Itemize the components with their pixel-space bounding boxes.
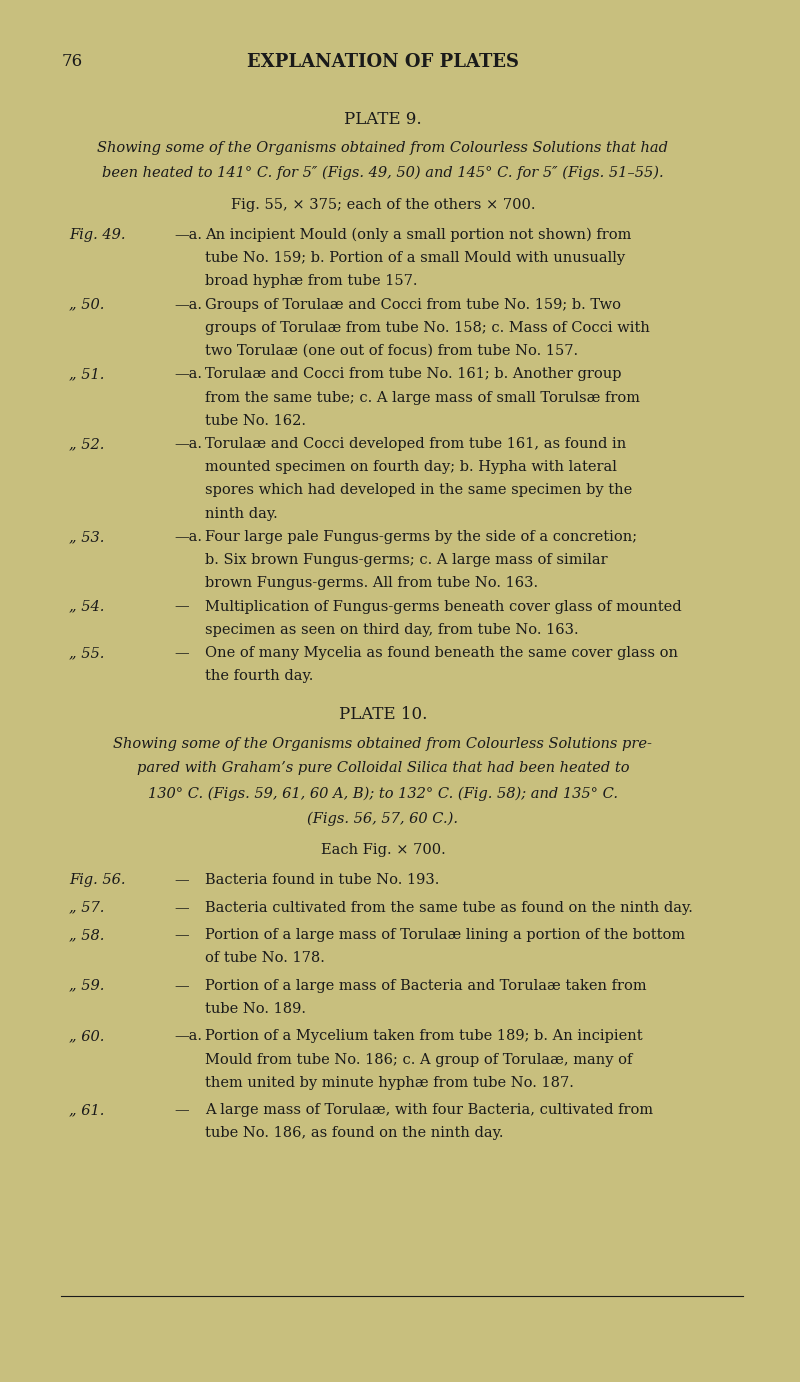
- Text: specimen as seen on third day, from tube No. 163.: specimen as seen on third day, from tube…: [206, 623, 579, 637]
- Text: A large mass of Torulaæ, with four Bacteria, cultivated from: A large mass of Torulaæ, with four Bacte…: [206, 1103, 654, 1117]
- Text: „ 60.: „ 60.: [69, 1030, 104, 1043]
- Text: „ 51.: „ 51.: [69, 368, 104, 381]
- Text: EXPLANATION OF PLATES: EXPLANATION OF PLATES: [247, 53, 519, 70]
- Text: 130° C. (Figs. 59, 61, 60 A, B); to 132° C. (Fig. 58); and 135° C.: 130° C. (Figs. 59, 61, 60 A, B); to 132°…: [148, 786, 618, 800]
- Text: Four large pale Fungus-germs by the side of a concretion;: Four large pale Fungus-germs by the side…: [206, 529, 638, 545]
- Text: from the same tube; c. A large mass of small Torulsæ from: from the same tube; c. A large mass of s…: [206, 391, 640, 405]
- Text: Fig. 56.: Fig. 56.: [69, 873, 126, 887]
- Text: Groups of Torulaæ and Cocci from tube No. 159; b. Two: Groups of Torulaæ and Cocci from tube No…: [206, 297, 622, 312]
- Text: tube No. 159; b. Portion of a small Mould with unusually: tube No. 159; b. Portion of a small Moul…: [206, 252, 626, 265]
- Text: „ 53.: „ 53.: [69, 529, 104, 545]
- Text: —: —: [174, 645, 190, 661]
- Text: groups of Torulaæ from tube No. 158; c. Mass of Cocci with: groups of Torulaæ from tube No. 158; c. …: [206, 321, 650, 334]
- Text: brown Fungus-germs. All from tube No. 163.: brown Fungus-germs. All from tube No. 16…: [206, 576, 538, 590]
- Text: been heated to 141° C. for 5″ (Figs. 49, 50) and 145° C. for 5″ (Figs. 51–55).: been heated to 141° C. for 5″ (Figs. 49,…: [102, 166, 664, 180]
- Text: —: —: [174, 929, 190, 943]
- Text: 76: 76: [62, 53, 82, 69]
- Text: Portion of a Mycelium taken from tube 189; b. An incipient: Portion of a Mycelium taken from tube 18…: [206, 1030, 643, 1043]
- Text: PLATE 9.: PLATE 9.: [344, 111, 422, 127]
- Text: tube No. 186, as found on the ninth day.: tube No. 186, as found on the ninth day.: [206, 1126, 504, 1140]
- Text: pared with Graham’s pure Colloidal Silica that had been heated to: pared with Graham’s pure Colloidal Silic…: [137, 761, 630, 775]
- Text: „ 59.: „ 59.: [69, 978, 104, 992]
- Text: „ 55.: „ 55.: [69, 645, 104, 661]
- Text: „ 54.: „ 54.: [69, 600, 104, 614]
- Text: Portion of a large mass of Torulaæ lining a portion of the bottom: Portion of a large mass of Torulaæ linin…: [206, 929, 686, 943]
- Text: Torulaæ and Cocci from tube No. 161; b. Another group: Torulaæ and Cocci from tube No. 161; b. …: [206, 368, 622, 381]
- Text: (Figs. 56, 57, 60 C.).: (Figs. 56, 57, 60 C.).: [307, 811, 458, 825]
- Text: —: —: [174, 1103, 190, 1117]
- Text: Showing some of the Organisms obtained from Colourless Solutions pre-: Showing some of the Organisms obtained f…: [114, 737, 653, 750]
- Text: Bacteria found in tube No. 193.: Bacteria found in tube No. 193.: [206, 873, 440, 887]
- Text: Fig. 55, × 375; each of the others × 700.: Fig. 55, × 375; each of the others × 700…: [230, 198, 535, 211]
- Text: —: —: [174, 978, 190, 992]
- Text: ninth day.: ninth day.: [206, 507, 278, 521]
- Text: Bacteria cultivated from the same tube as found on the ninth day.: Bacteria cultivated from the same tube a…: [206, 901, 693, 915]
- Text: —a.: —a.: [174, 437, 202, 451]
- Text: An incipient Mould (only a small portion not shown) from: An incipient Mould (only a small portion…: [206, 228, 632, 242]
- Text: —a.: —a.: [174, 297, 202, 312]
- Text: Each Fig. × 700.: Each Fig. × 700.: [321, 843, 446, 857]
- Text: the fourth day.: the fourth day.: [206, 669, 314, 683]
- Text: —: —: [174, 901, 190, 915]
- Text: mounted specimen on fourth day; b. Hypha with lateral: mounted specimen on fourth day; b. Hypha…: [206, 460, 617, 474]
- Text: „ 52.: „ 52.: [69, 437, 104, 451]
- Text: „ 61.: „ 61.: [69, 1103, 104, 1117]
- Text: Portion of a large mass of Bacteria and Torulaæ taken from: Portion of a large mass of Bacteria and …: [206, 978, 647, 992]
- Text: Mould from tube No. 186; c. A group of Torulaæ, many of: Mould from tube No. 186; c. A group of T…: [206, 1053, 633, 1067]
- Text: „ 57.: „ 57.: [69, 901, 104, 915]
- Text: —a.: —a.: [174, 1030, 202, 1043]
- Text: —a.: —a.: [174, 529, 202, 545]
- Text: —a.: —a.: [174, 228, 202, 242]
- Text: spores which had developed in the same specimen by the: spores which had developed in the same s…: [206, 484, 633, 498]
- Text: —: —: [174, 600, 190, 614]
- Text: two Torulaæ (one out of focus) from tube No. 157.: two Torulaæ (one out of focus) from tube…: [206, 344, 578, 358]
- Text: of tube No. 178.: of tube No. 178.: [206, 951, 325, 966]
- Text: Torulaæ and Cocci developed from tube 161, as found in: Torulaæ and Cocci developed from tube 16…: [206, 437, 626, 451]
- Text: One of many Mycelia as found beneath the same cover glass on: One of many Mycelia as found beneath the…: [206, 645, 678, 661]
- Text: Multiplication of Fungus-germs beneath cover glass of mounted: Multiplication of Fungus-germs beneath c…: [206, 600, 682, 614]
- Text: „ 50.: „ 50.: [69, 297, 104, 312]
- Text: tube No. 162.: tube No. 162.: [206, 413, 306, 428]
- Text: „ 58.: „ 58.: [69, 929, 104, 943]
- Text: PLATE 10.: PLATE 10.: [338, 706, 427, 723]
- Text: tube No. 189.: tube No. 189.: [206, 1002, 306, 1016]
- Text: them united by minute hyphæ from tube No. 187.: them united by minute hyphæ from tube No…: [206, 1075, 574, 1090]
- Text: Showing some of the Organisms obtained from Colourless Solutions that had: Showing some of the Organisms obtained f…: [98, 141, 669, 155]
- Text: Fig. 49.: Fig. 49.: [69, 228, 126, 242]
- Text: b. Six brown Fungus-germs; c. A large mass of similar: b. Six brown Fungus-germs; c. A large ma…: [206, 553, 608, 567]
- Text: —: —: [174, 873, 190, 887]
- Text: broad hyphæ from tube 157.: broad hyphæ from tube 157.: [206, 275, 418, 289]
- Text: —a.: —a.: [174, 368, 202, 381]
